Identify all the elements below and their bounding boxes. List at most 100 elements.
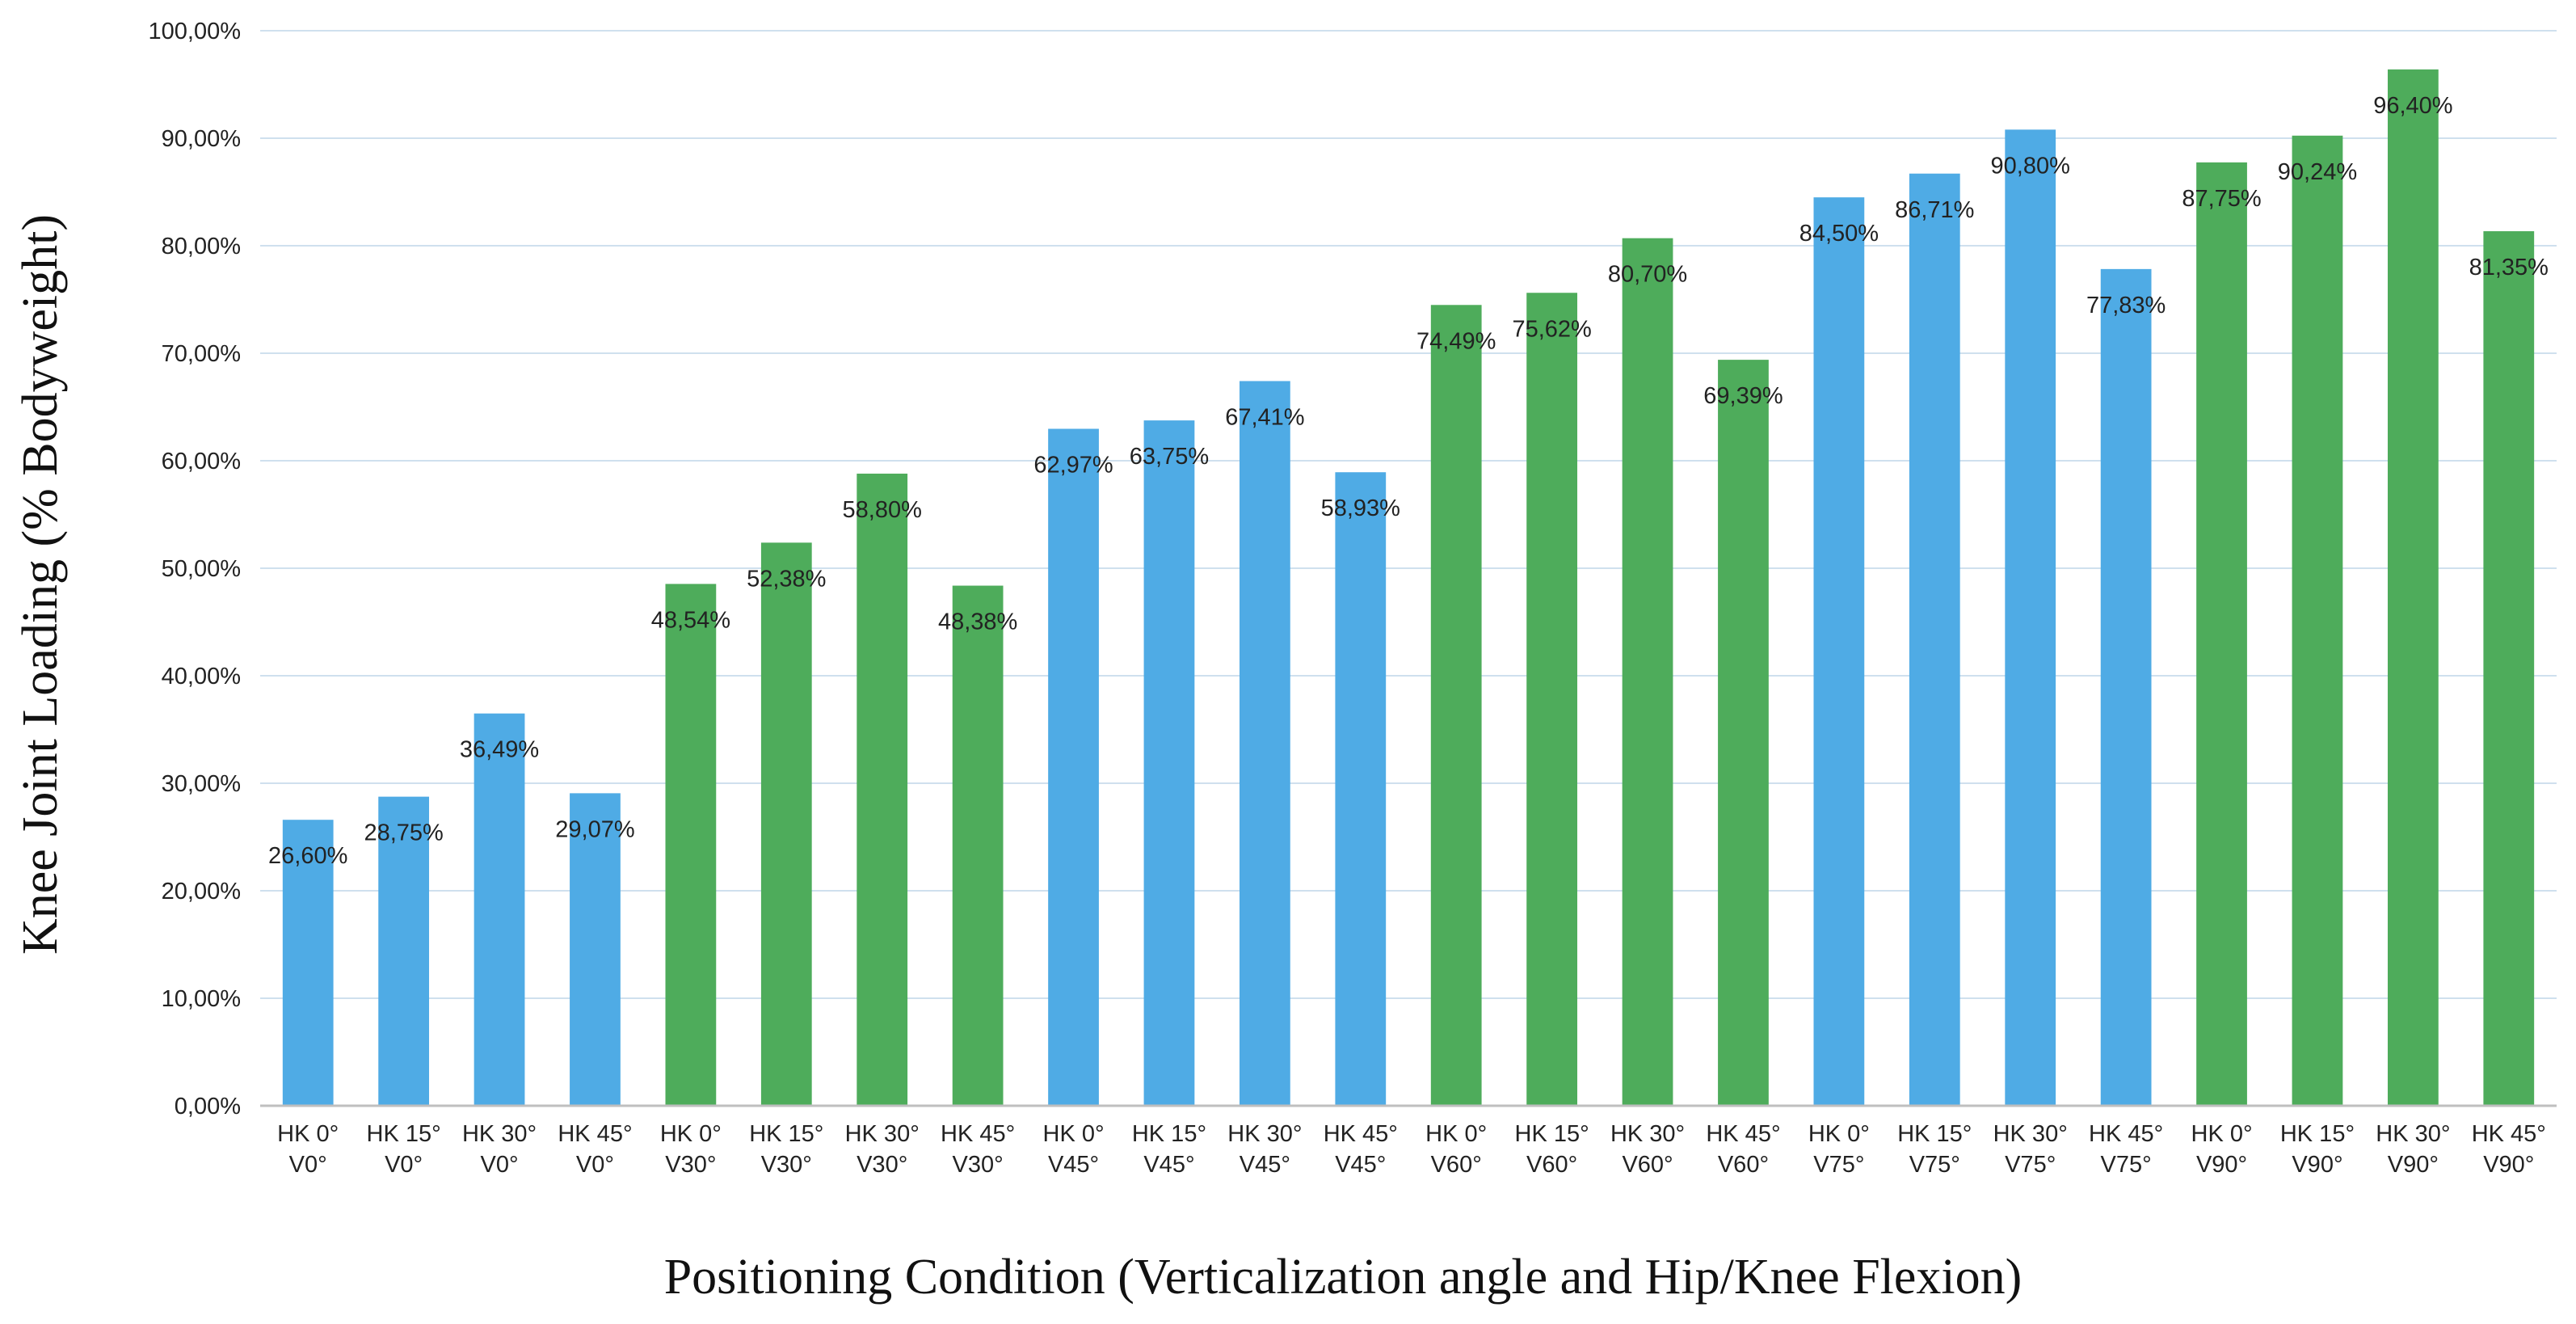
x-tick-label-hk: HK 15° (1897, 1121, 1972, 1147)
x-tick-label-v: V30° (761, 1152, 812, 1178)
data-label: 62,97% (1033, 452, 1113, 478)
x-tick-label-v: V30° (953, 1152, 1004, 1178)
data-label: 48,38% (938, 609, 1017, 635)
x-tick-label-v: V60° (1718, 1152, 1769, 1178)
x-tick-label-v: V60° (1526, 1152, 1577, 1178)
y-tick-label: 100,00% (149, 19, 242, 44)
x-tick-label-v: V90° (2292, 1152, 2342, 1178)
data-label: 86,71% (1895, 197, 1974, 223)
y-axis-title: Knee Joint Loading (% Bodyweight) (13, 214, 68, 955)
bar (665, 584, 717, 1106)
x-tick-label-v: V45° (1240, 1152, 1290, 1178)
y-tick-label: 70,00% (162, 341, 241, 367)
gridlines (260, 30, 2557, 999)
x-tick-label-v: V60° (1431, 1152, 1482, 1178)
bar (2196, 162, 2247, 1106)
data-labels: 26,60% 28,75% 36,49% 29,07% 48,54% 52,38% 58,8… (268, 93, 2549, 869)
bar (1143, 420, 1195, 1106)
y-tick-label: 90,00% (162, 126, 241, 152)
x-tick-label-hk: HK 30° (2376, 1121, 2450, 1147)
x-tick-label-hk: HK 15° (749, 1121, 823, 1147)
data-label: 58,80% (843, 497, 922, 523)
y-tick-label: 0,00% (175, 1094, 241, 1119)
x-tick-label-hk: HK 30° (845, 1121, 920, 1147)
x-tick-label-v: V90° (2388, 1152, 2439, 1178)
y-axis-ticks: 0,00% 10,00% 20,00% 30,00% 40,00% 50,00% 60,00… (149, 19, 242, 1119)
x-tick-label-hk: HK 0° (660, 1121, 722, 1147)
x-tick-label-v: V75° (1813, 1152, 1864, 1178)
x-tick-label-hk: HK 45° (1324, 1121, 1398, 1147)
data-label: 80,70% (1608, 262, 1687, 288)
data-label: 63,75% (1130, 444, 1209, 470)
bar (760, 542, 812, 1106)
data-label: 81,35% (2469, 255, 2549, 280)
data-label: 26,60% (268, 843, 347, 869)
x-tick-label-v: V30° (857, 1152, 907, 1178)
y-tick-label: 60,00% (162, 449, 241, 474)
x-tick-label-hk: HK 0° (2191, 1121, 2253, 1147)
x-tick-label-hk: HK 45° (2472, 1121, 2546, 1147)
data-label: 90,80% (1991, 153, 2070, 179)
x-tick-label-v: V75° (2101, 1152, 2152, 1178)
y-tick-label: 30,00% (162, 771, 241, 797)
x-tick-label-v: V45° (1048, 1152, 1099, 1178)
data-label: 75,62% (1512, 316, 1591, 342)
x-tick-label-v: V0° (481, 1152, 519, 1178)
bar (1239, 381, 1290, 1106)
bars (282, 69, 2535, 1107)
bar (474, 713, 525, 1106)
x-tick-label-v: V75° (2005, 1152, 2056, 1178)
data-label: 29,07% (555, 816, 634, 842)
data-label: 74,49% (1416, 328, 1496, 354)
x-tick-label-hk: HK 15° (2280, 1121, 2355, 1147)
bar (857, 473, 908, 1106)
x-tick-label-hk: HK 45° (2089, 1121, 2163, 1147)
x-axis-categories: HK 0° V0° HK 15° V0° HK 30° V0° HK 45° V0° HK 0°… (277, 1121, 2546, 1178)
bar (2100, 268, 2152, 1107)
x-tick-label-hk: HK 30° (1227, 1121, 1302, 1147)
y-tick-label: 80,00% (162, 234, 241, 259)
data-label: 48,54% (651, 607, 730, 633)
x-tick-label-v: V45° (1143, 1152, 1194, 1178)
data-label: 90,24% (2278, 159, 2357, 185)
data-label: 28,75% (364, 820, 443, 846)
bar (2483, 231, 2535, 1106)
x-tick-label-hk: HK 45° (1706, 1121, 1780, 1147)
bar (1909, 173, 1960, 1107)
bar (1622, 238, 1673, 1107)
x-tick-label-v: V0° (289, 1152, 327, 1178)
x-tick-label-hk: HK 15° (367, 1121, 441, 1147)
data-label: 67,41% (1225, 404, 1304, 430)
bar (952, 585, 1004, 1106)
bar (2005, 129, 2056, 1107)
bar (570, 793, 621, 1106)
x-tick-label-hk: HK 30° (462, 1121, 537, 1147)
x-tick-label-v: V0° (576, 1152, 614, 1178)
data-label: 84,50% (1799, 221, 1879, 247)
x-tick-label-v: V90° (2196, 1152, 2247, 1178)
x-tick-label-hk: HK 30° (1993, 1121, 2068, 1147)
y-tick-label: 40,00% (162, 664, 241, 689)
bar (1430, 305, 1482, 1107)
bar (1718, 360, 1769, 1106)
x-tick-label-v: V45° (1335, 1152, 1386, 1178)
data-label: 52,38% (747, 566, 826, 592)
x-tick-label-hk: HK 15° (1515, 1121, 1589, 1147)
bar (1526, 293, 1578, 1106)
bar (378, 796, 430, 1106)
data-label: 77,83% (2086, 293, 2166, 318)
x-tick-label-hk: HK 0° (1425, 1121, 1487, 1147)
x-tick-label-hk: HK 30° (1610, 1121, 1685, 1147)
bar (1813, 197, 1865, 1106)
data-label: 36,49% (460, 737, 539, 763)
x-tick-label-hk: HK 0° (1808, 1121, 1870, 1147)
x-axis-title: Positioning Condition (Verticalization a… (664, 1250, 2022, 1305)
bar (2387, 69, 2439, 1106)
x-tick-label-hk: HK 45° (941, 1121, 1015, 1147)
x-tick-label-hk: HK 0° (1043, 1121, 1105, 1147)
data-label: 58,93% (1321, 495, 1400, 521)
y-tick-label: 20,00% (162, 879, 241, 904)
data-label: 96,40% (2373, 93, 2452, 119)
x-tick-label-v: V75° (1909, 1152, 1960, 1178)
